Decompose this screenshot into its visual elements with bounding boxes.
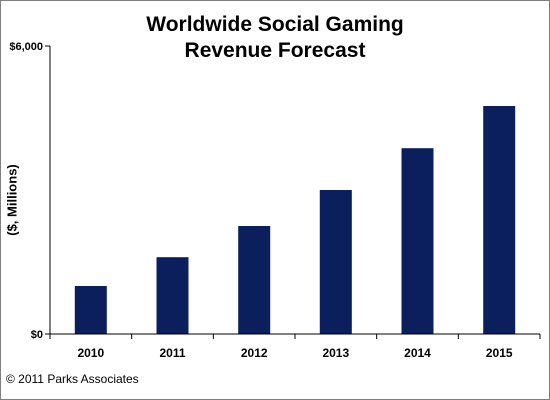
y-tick-label: $6,000: [9, 41, 43, 53]
copyright-footer: © 2011 Parks Associates: [6, 372, 139, 386]
x-tick-label: 2014: [404, 346, 431, 360]
x-tick-label: 2015: [486, 346, 513, 360]
bar-2011: [156, 257, 189, 334]
bar-2010: [74, 286, 107, 334]
chart-title-line-2: Revenue Forecast: [184, 39, 366, 62]
x-tick-label: 2010: [77, 346, 104, 360]
chart-title-line-1: Worldwide Social Gaming: [146, 13, 404, 36]
chart-title: Worldwide Social Gaming Revenue Forecast: [0, 12, 550, 64]
x-tick-label: 2013: [322, 346, 349, 360]
bar-2015: [483, 106, 516, 334]
x-tick-label: 2012: [241, 346, 268, 360]
x-tick-label: 2011: [159, 346, 185, 360]
y-tick-label: $0: [31, 329, 43, 341]
bar-2012: [238, 226, 271, 334]
bar-2013: [319, 190, 352, 334]
bar-2014: [401, 148, 434, 334]
